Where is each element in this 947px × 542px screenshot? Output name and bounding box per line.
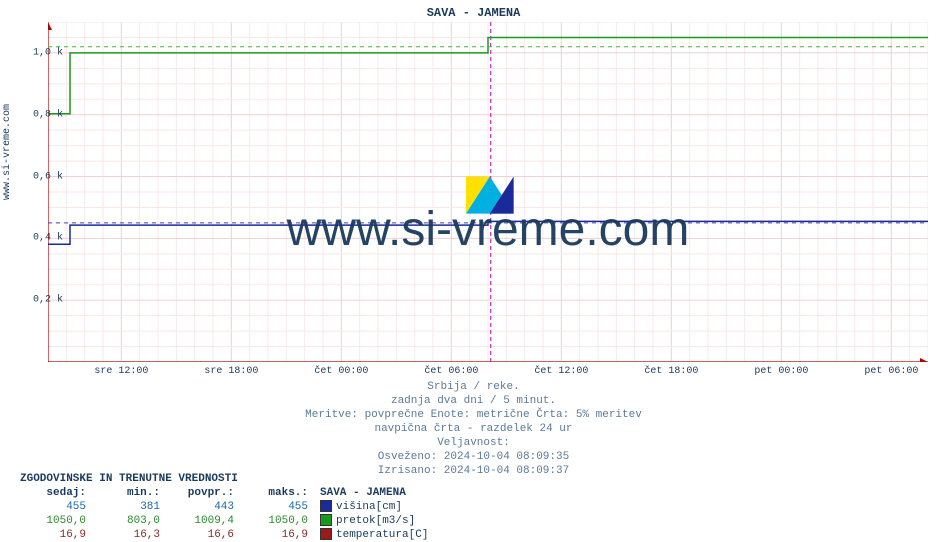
root: www.si-vreme.com SAVA - JAMENA www.si-vr… <box>0 0 947 536</box>
site-axis-label: www.si-vreme.com <box>2 104 13 200</box>
x-tick: sre 12:00 <box>94 366 148 377</box>
x-tick: pet 00:00 <box>754 366 808 377</box>
stats-block: ZGODOVINSKE IN TRENUTNE VREDNOSTI sedaj:… <box>20 472 488 542</box>
plot-area: www.si-vreme.com <box>48 22 928 362</box>
info-line-5: Veljavnost: <box>0 436 947 450</box>
chart-title: SAVA - JAMENA <box>0 6 947 20</box>
hdr-series: SAVA - JAMENA <box>316 486 488 500</box>
hdr-max: maks.: <box>242 486 316 500</box>
x-tick: čet 00:00 <box>314 366 368 377</box>
y-tick: 0,8 k <box>23 109 63 120</box>
info-line-1: Srbija / reke. <box>0 380 947 394</box>
x-tick: čet 18:00 <box>644 366 698 377</box>
x-tick: čet 12:00 <box>534 366 588 377</box>
x-tick: čet 06:00 <box>424 366 478 377</box>
swatch-icon <box>320 528 332 540</box>
table-row: 16,9 16,3 16,6 16,9 temperatura[C] <box>20 528 488 542</box>
stats-table: sedaj: min.: povpr.: maks.: SAVA - JAMEN… <box>20 486 488 542</box>
hdr-avg: povpr.: <box>168 486 242 500</box>
stats-title: ZGODOVINSKE IN TRENUTNE VREDNOSTI <box>20 472 488 486</box>
info-line-3: Meritve: povprečne Enote: metrične Črta:… <box>0 408 947 422</box>
stats-header-row: sedaj: min.: povpr.: maks.: SAVA - JAMEN… <box>20 486 488 500</box>
swatch-icon <box>320 514 332 526</box>
y-tick: 0,6 k <box>23 171 63 182</box>
hdr-now: sedaj: <box>20 486 94 500</box>
hdr-min: min.: <box>94 486 168 500</box>
y-tick: 1,0 k <box>23 47 63 58</box>
x-tick: sre 18:00 <box>204 366 258 377</box>
swatch-icon <box>320 500 332 512</box>
y-tick: 0,4 k <box>23 233 63 244</box>
y-tick: 0,2 k <box>23 295 63 306</box>
info-line-6: Osveženo: 2024-10-04 08:09:35 <box>0 450 947 464</box>
table-row: 1050,0 803,0 1009,4 1050,0 pretok[m3/s] <box>20 514 488 528</box>
table-row: 455 381 443 455 višina[cm] <box>20 500 488 514</box>
info-block: Srbija / reke. zadnja dva dni / 5 minut.… <box>0 380 947 478</box>
plot-svg <box>48 22 928 362</box>
info-line-4: navpična črta - razdelek 24 ur <box>0 422 947 436</box>
x-tick: pet 06:00 <box>864 366 918 377</box>
info-line-2: zadnja dva dni / 5 minut. <box>0 394 947 408</box>
